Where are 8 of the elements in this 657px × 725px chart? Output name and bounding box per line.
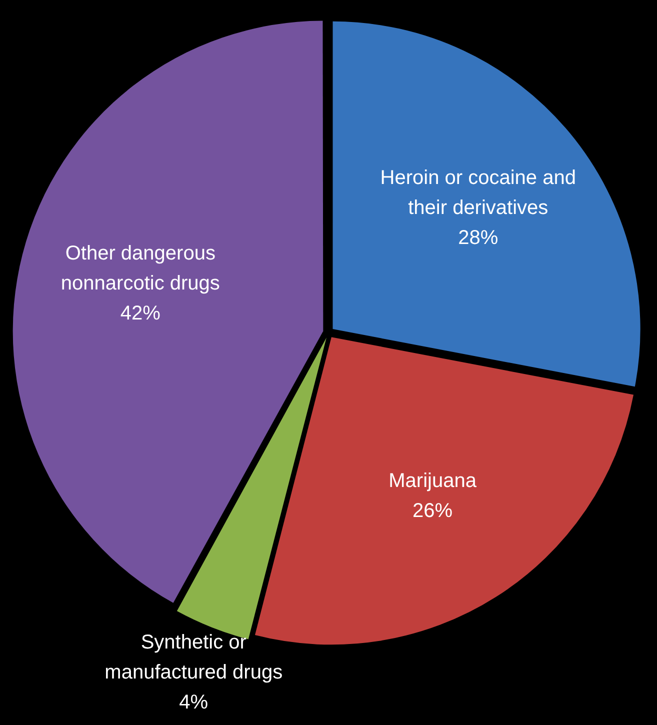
- slice-label: Synthetic or manufactured drugs: [104, 632, 283, 684]
- slice-label: Marijuana: [388, 470, 478, 492]
- slice-label: Heroin or cocaine and their derivatives: [380, 167, 576, 220]
- data-label: 26%: [412, 500, 453, 522]
- data-label: 28%: [458, 227, 498, 250]
- data-label: 4%: [179, 692, 208, 714]
- data-label: 42%: [120, 302, 161, 325]
- slice-label: Other dangerous nonnarcotic drugs: [60, 242, 220, 295]
